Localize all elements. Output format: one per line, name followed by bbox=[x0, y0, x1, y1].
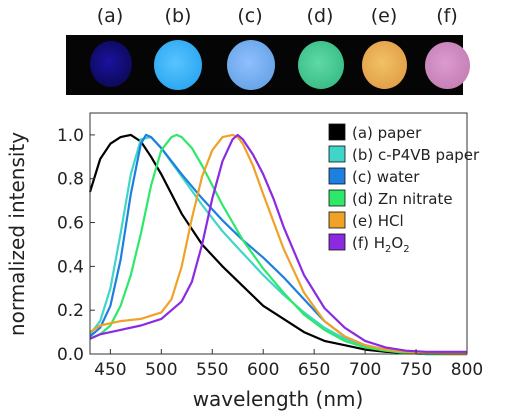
sample-spot-e bbox=[362, 41, 407, 89]
x-tick-label: 550 bbox=[196, 360, 228, 380]
sample-spot-f bbox=[425, 42, 470, 89]
series-line-3 bbox=[89, 133, 467, 356]
plot-frame bbox=[89, 112, 468, 355]
y-tick-label: 0.8 bbox=[57, 170, 84, 190]
panel-label-f: (f) bbox=[436, 5, 458, 27]
sample-spot-a bbox=[90, 41, 132, 87]
panel-label-d: (d) bbox=[306, 5, 334, 27]
x-tick-label: 700 bbox=[349, 360, 381, 380]
legend-label-1: (b) c-P4VB paper bbox=[352, 146, 480, 164]
sample-spot-d bbox=[298, 41, 344, 89]
x-tick-label: 450 bbox=[94, 360, 126, 380]
x-axis-title: wavelength (nm) bbox=[193, 387, 364, 411]
legend-swatch-0 bbox=[328, 123, 346, 141]
panel-labels: (a) (b) (c) (d) (e) (f) bbox=[0, 0, 512, 36]
legend-swatch-2 bbox=[328, 167, 346, 185]
x-axis-ticks: 450 500 550 600 650 700 750 800 bbox=[94, 349, 483, 380]
y-axis-title: normalized intensity bbox=[5, 132, 29, 336]
sample-spot-c bbox=[227, 40, 275, 90]
panel-label-a: (a) bbox=[96, 5, 124, 27]
legend-swatch-3 bbox=[328, 189, 346, 207]
y-tick-label: 0.0 bbox=[57, 345, 84, 365]
x-tick-label: 750 bbox=[400, 360, 432, 380]
legend-label-5: (f) H2O2 bbox=[352, 234, 410, 255]
sample-spot-b bbox=[154, 40, 202, 90]
legend-swatch-5 bbox=[328, 233, 346, 251]
legend-label-2: (c) water bbox=[352, 168, 420, 186]
y-tick-label: 0.6 bbox=[57, 214, 84, 234]
panel-label-e: (e) bbox=[370, 5, 398, 27]
x-tick-label: 800 bbox=[451, 360, 483, 380]
panel-label-c: (c) bbox=[237, 5, 263, 27]
legend-label-0: (a) paper bbox=[352, 124, 422, 142]
legend-swatch-1 bbox=[328, 145, 346, 163]
legend-swatch-4 bbox=[328, 211, 346, 229]
series-line-4 bbox=[89, 133, 467, 356]
y-axis-ticks: 0.0 0.2 0.4 0.6 0.8 1.0 bbox=[57, 126, 95, 365]
series-line-5 bbox=[89, 133, 467, 353]
chart-legend: (a) paper (b) c-P4VB paper (c) water (d) Zn… bbox=[328, 123, 480, 255]
plot-series-group bbox=[88, 133, 467, 356]
panel-label-b: (b) bbox=[164, 5, 192, 27]
y-tick-label: 0.2 bbox=[57, 301, 84, 321]
sample-photo-strip bbox=[66, 35, 470, 95]
legend-label-3: (d) Zn nitrate bbox=[352, 190, 453, 208]
x-tick-label: 500 bbox=[145, 360, 177, 380]
y-tick-label: 0.4 bbox=[57, 257, 84, 277]
x-tick-label: 600 bbox=[247, 360, 279, 380]
legend-label-4: (e) HCl bbox=[352, 212, 404, 230]
x-tick-label: 650 bbox=[298, 360, 330, 380]
y-tick-label: 1.0 bbox=[57, 126, 84, 146]
